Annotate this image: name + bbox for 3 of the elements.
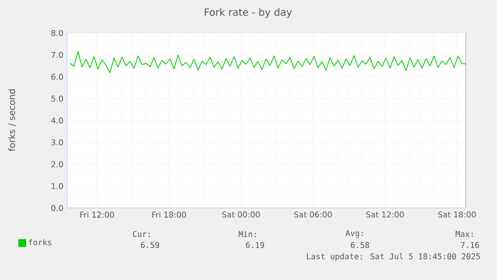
line-series	[70, 50, 466, 73]
y-axis-title: forks / second	[8, 89, 16, 152]
chart-title: Fork rate - by day	[204, 8, 292, 18]
